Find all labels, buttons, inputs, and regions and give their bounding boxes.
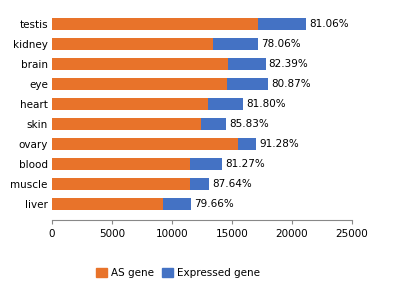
Bar [163, 198, 191, 210]
Bar [52, 198, 163, 210]
Bar [190, 158, 222, 170]
Bar [52, 138, 238, 150]
Text: 87.64%: 87.64% [212, 179, 252, 189]
Text: 81.06%: 81.06% [310, 19, 349, 29]
Bar [52, 58, 228, 70]
Bar [208, 98, 243, 111]
Text: 85.83%: 85.83% [229, 119, 269, 129]
Text: 79.66%: 79.66% [194, 199, 234, 209]
Text: 81.27%: 81.27% [226, 159, 265, 169]
Text: 80.87%: 80.87% [271, 79, 311, 89]
Text: 91.28%: 91.28% [259, 139, 299, 149]
Bar [201, 118, 226, 130]
Text: 81.80%: 81.80% [246, 99, 286, 109]
Bar [52, 78, 227, 91]
Bar [52, 38, 213, 50]
Bar [190, 178, 209, 190]
Bar [238, 138, 256, 150]
Bar [228, 58, 266, 70]
Bar [52, 178, 190, 190]
Legend: AS gene, Expressed gene: AS gene, Expressed gene [92, 264, 264, 282]
Bar [52, 158, 190, 170]
Bar [52, 118, 201, 130]
Text: 82.39%: 82.39% [269, 59, 308, 69]
Bar [258, 18, 306, 30]
Bar [52, 98, 208, 111]
Bar [227, 78, 268, 91]
Text: 78.06%: 78.06% [262, 39, 301, 49]
Bar [213, 38, 258, 50]
Bar [52, 18, 258, 30]
